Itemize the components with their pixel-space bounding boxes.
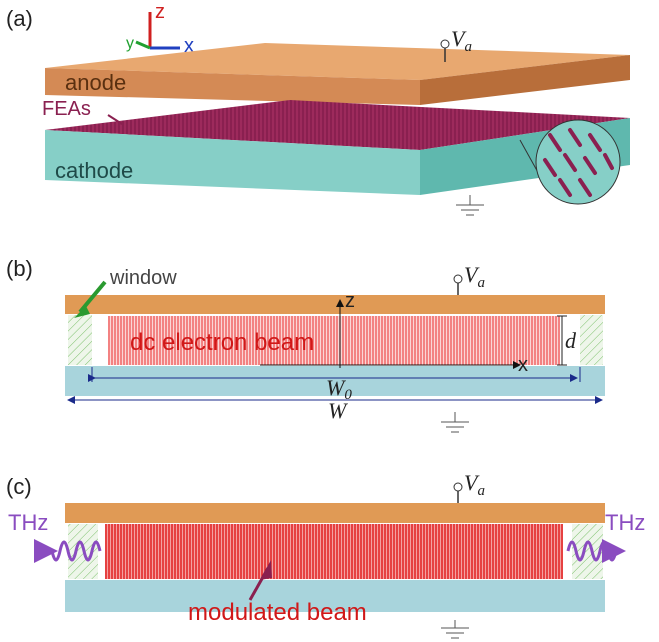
voltage-subscript: a xyxy=(477,275,485,291)
emitter-width-symbol: W xyxy=(326,375,346,400)
width-label: W xyxy=(328,398,348,423)
voltage: Va xyxy=(464,262,485,291)
figure: (a) z y x anode Va FEAs cathode (b) dc e… xyxy=(0,0,659,642)
panel-label: (a) xyxy=(6,6,33,31)
terminal xyxy=(454,275,462,283)
gap-label: d xyxy=(565,328,577,353)
ground xyxy=(441,628,469,638)
voltage: Va xyxy=(451,26,472,55)
emitter-label: FEAs xyxy=(42,98,91,120)
ground xyxy=(456,205,484,215)
panel-b: (b) dc electron beam window z x Va d W0 … xyxy=(6,256,605,432)
anode xyxy=(65,295,605,314)
beam-label: modulated beam xyxy=(188,599,367,626)
terminal xyxy=(454,483,462,491)
cathode-label: cathode xyxy=(55,158,133,183)
beam-label: dc electron beam xyxy=(130,329,314,356)
axis-y xyxy=(136,42,150,48)
axis-label: x xyxy=(518,354,528,376)
voltage-subscript: a xyxy=(477,483,485,499)
axis-label: z xyxy=(345,290,355,312)
anode-label: anode xyxy=(65,70,126,95)
thz-label: THz xyxy=(605,510,645,535)
anode xyxy=(65,503,605,523)
voltage-subscript: a xyxy=(464,39,472,55)
panel-label: (c) xyxy=(6,474,32,499)
voltage: Va xyxy=(464,470,485,499)
axis-label: z xyxy=(155,1,165,23)
terminal xyxy=(441,40,449,48)
axis-label: y xyxy=(126,35,134,52)
beam xyxy=(105,524,563,579)
ground xyxy=(441,422,469,432)
panel-a: (a) z y x anode Va FEAs cathode xyxy=(6,1,630,215)
panel-c: (c) modulated beam Va THz THz xyxy=(6,470,645,638)
window xyxy=(580,315,603,365)
window xyxy=(68,315,92,365)
panel-label: (b) xyxy=(6,256,33,281)
window-label: window xyxy=(109,267,177,289)
thz-label: THz xyxy=(8,510,48,535)
